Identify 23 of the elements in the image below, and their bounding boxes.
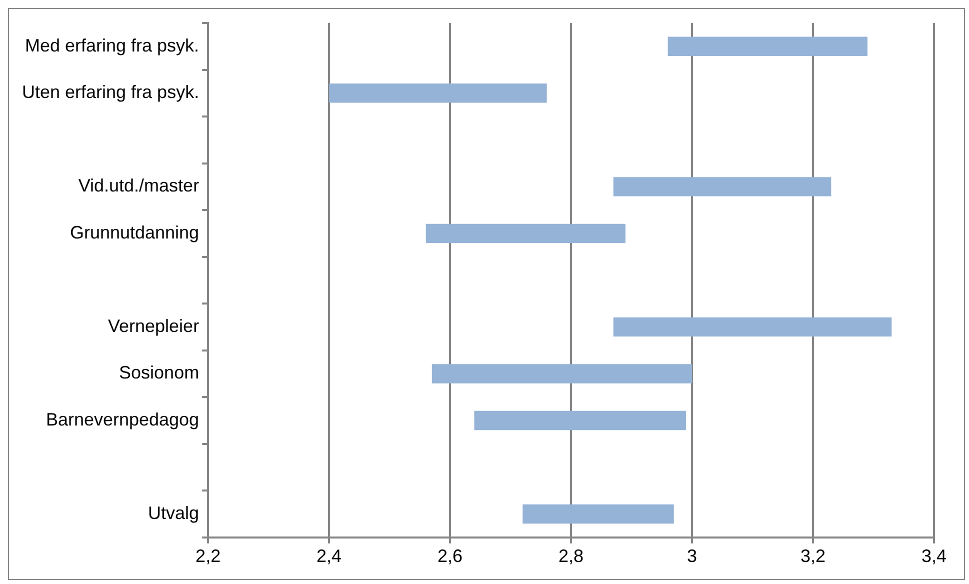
y-tick-label: Grunnutdanning	[70, 222, 200, 242]
bar	[426, 224, 626, 244]
x-tick-label: 2,2	[196, 546, 221, 566]
bar	[613, 317, 892, 337]
y-tick-label: Utvalg	[148, 502, 200, 523]
bar	[432, 364, 692, 384]
x-tick-label: 2,8	[558, 546, 584, 566]
y-tick-label: Vernepleier	[108, 316, 200, 336]
y-tick-label: Barnevernpedagog	[46, 409, 200, 430]
bar	[329, 84, 547, 103]
y-tick-label: Vid.utd./master	[78, 176, 200, 196]
bar	[668, 36, 868, 56]
x-tick-label: 3,2	[800, 546, 826, 566]
bar	[522, 504, 674, 524]
x-tick-label: 2,4	[316, 546, 342, 566]
y-tick-label: Uten erfaring fra psyk.	[22, 82, 200, 102]
x-tick-label: 3	[687, 546, 698, 566]
bar	[474, 410, 686, 430]
bar	[613, 177, 832, 196]
y-tick-label: Sosionom	[119, 362, 200, 383]
x-tick-label: 3,4	[921, 546, 947, 566]
y-tick-label: Med erfaring fra psyk.	[24, 35, 200, 56]
x-tick-label: 2,6	[438, 546, 463, 566]
